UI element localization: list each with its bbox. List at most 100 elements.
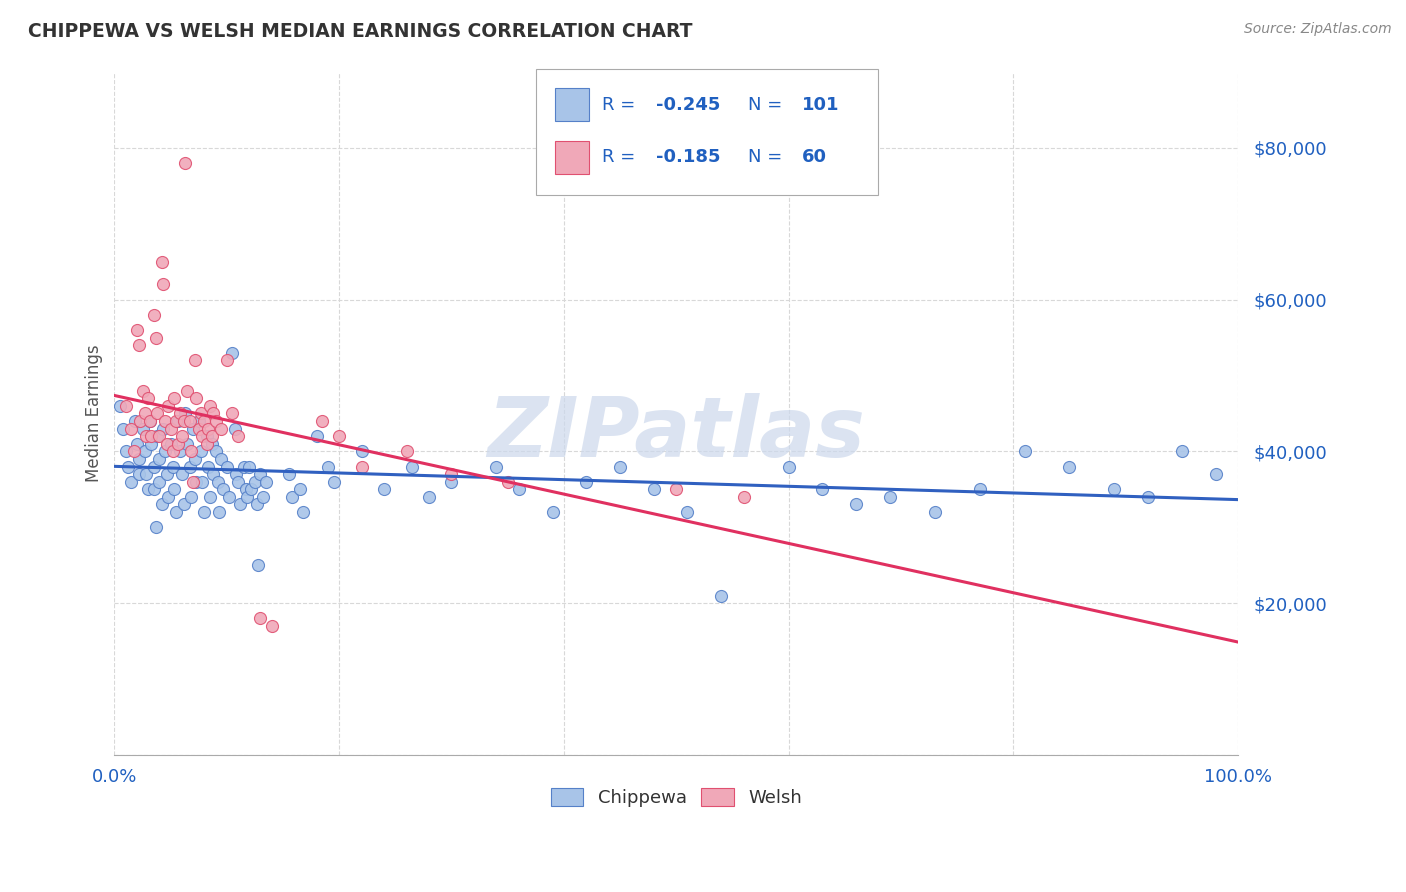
Point [174,406,197,420]
Point [418,490,440,504]
Point [201,437,224,451]
Point [181,421,204,435]
Point [193,414,215,428]
Point [969,483,991,497]
Point [165,505,187,519]
Point [226,429,249,443]
Text: -0.185: -0.185 [657,148,720,166]
Y-axis label: Median Earnings: Median Earnings [86,344,103,483]
Point [153,444,176,458]
Point [176,437,198,451]
Point [236,490,259,504]
Point [305,429,328,443]
Point [128,338,150,352]
Point [845,498,868,512]
Point [125,323,148,337]
Point [235,483,257,497]
Point [141,437,163,451]
Point [157,490,180,504]
Point [142,459,165,474]
Point [128,452,150,467]
Point [146,429,169,443]
Point [136,483,159,497]
Point [114,399,136,413]
Point [195,437,218,451]
Point [190,406,212,420]
Point [1137,490,1160,504]
Point [190,444,212,458]
Point [232,459,254,474]
Point [197,421,219,435]
Point [122,444,145,458]
Point [243,475,266,489]
Point [195,429,218,443]
Point [129,414,152,428]
Point [193,505,215,519]
Point [159,421,181,435]
Text: N =: N = [748,148,789,166]
Point [225,467,247,482]
Point [350,459,373,474]
Point [226,475,249,489]
Text: Source: ZipAtlas.com: Source: ZipAtlas.com [1244,22,1392,37]
Point [169,444,191,458]
Point [173,498,195,512]
Point [260,619,283,633]
Point [246,498,269,512]
Point [207,475,229,489]
Point [316,459,339,474]
Point [1104,483,1126,497]
Point [440,475,463,489]
Point [221,406,243,420]
Point [221,345,243,359]
Point [186,391,208,405]
Point [292,505,315,519]
Point [191,475,214,489]
Point [252,490,274,504]
Text: -0.245: -0.245 [657,95,720,114]
Point [328,429,350,443]
Point [120,475,142,489]
Point [139,414,162,428]
Point [288,483,311,497]
Point [153,414,176,428]
Point [440,467,463,482]
Point [350,444,373,458]
Point [150,254,173,268]
Point [202,467,225,482]
Point [186,475,208,489]
Point [879,490,901,504]
Point [209,452,232,467]
Point [541,505,564,519]
Point [184,353,207,368]
Point [1171,444,1194,458]
Point [395,444,418,458]
Point [373,483,395,497]
Point [238,459,260,474]
Point [191,429,214,443]
Point [733,490,755,504]
Text: 60: 60 [801,148,827,166]
Point [167,414,190,428]
Point [148,429,170,443]
Point [204,444,226,458]
Point [209,421,232,435]
Point [135,467,157,482]
Point [134,444,156,458]
Point [485,459,508,474]
Point [247,558,270,573]
Point [145,520,167,534]
Point [198,399,221,413]
Point [1014,444,1036,458]
Point [150,498,173,512]
Point [181,475,204,489]
Point [924,505,946,519]
Point [152,421,174,435]
Point [162,444,184,458]
Text: N =: N = [748,95,789,114]
Point [142,483,165,497]
Point [146,406,169,420]
Point [169,406,191,420]
Point [778,459,800,474]
FancyBboxPatch shape [536,69,879,194]
